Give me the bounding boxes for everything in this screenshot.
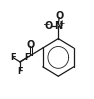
Text: F: F	[25, 53, 30, 62]
Text: +: +	[58, 19, 64, 28]
Text: F: F	[17, 67, 23, 76]
Text: O: O	[55, 10, 63, 21]
Text: F: F	[10, 53, 15, 62]
Text: O: O	[27, 40, 35, 50]
Text: −: −	[42, 20, 50, 28]
Text: O: O	[45, 21, 53, 31]
Text: N: N	[54, 21, 62, 31]
